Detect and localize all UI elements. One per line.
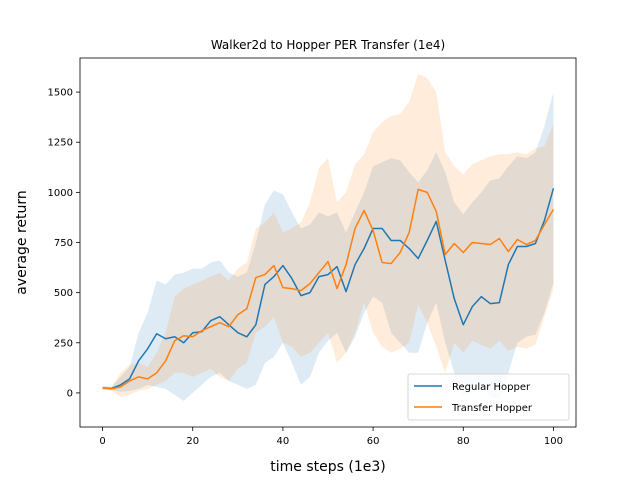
y-tick-label: 1500	[48, 88, 73, 99]
legend-box	[407, 373, 570, 421]
y-tick-label: 1250	[48, 138, 73, 149]
y-axis-label: average return	[14, 190, 30, 295]
y-tick-label: 750	[54, 238, 73, 249]
confidence-bands	[102, 74, 554, 401]
x-tick-label: 80	[457, 436, 470, 447]
line-transfer-hopper	[102, 188, 555, 390]
legend: Regular Hopper Transfer Hopper	[407, 373, 570, 421]
series-lines	[102, 188, 555, 390]
x-tick-label: 0	[99, 436, 105, 447]
y-tick-label: 500	[54, 288, 73, 299]
band-regular-hopper	[102, 92, 554, 401]
y-axis-ticks: 0 250 500 750 1000 1250 1500	[48, 88, 80, 399]
chart-title: Walker2d to Hopper PER Transfer (1e4)	[211, 38, 445, 52]
x-tick-label: 20	[186, 436, 199, 447]
x-axis-label: time steps (1e3)	[270, 459, 385, 475]
x-axis-ticks: 0 20 40 60 80 100	[99, 427, 563, 447]
band-transfer-hopper	[102, 74, 554, 397]
y-tick-label: 0	[67, 388, 73, 399]
y-tick-label: 250	[54, 338, 73, 349]
x-tick-label: 60	[367, 436, 380, 447]
x-tick-label: 100	[544, 436, 563, 447]
x-tick-label: 40	[277, 436, 290, 447]
y-tick-label: 1000	[48, 188, 73, 199]
legend-label-regular-hopper: Regular Hopper	[452, 382, 531, 393]
legend-label-transfer-hopper: Transfer Hopper	[451, 403, 533, 414]
